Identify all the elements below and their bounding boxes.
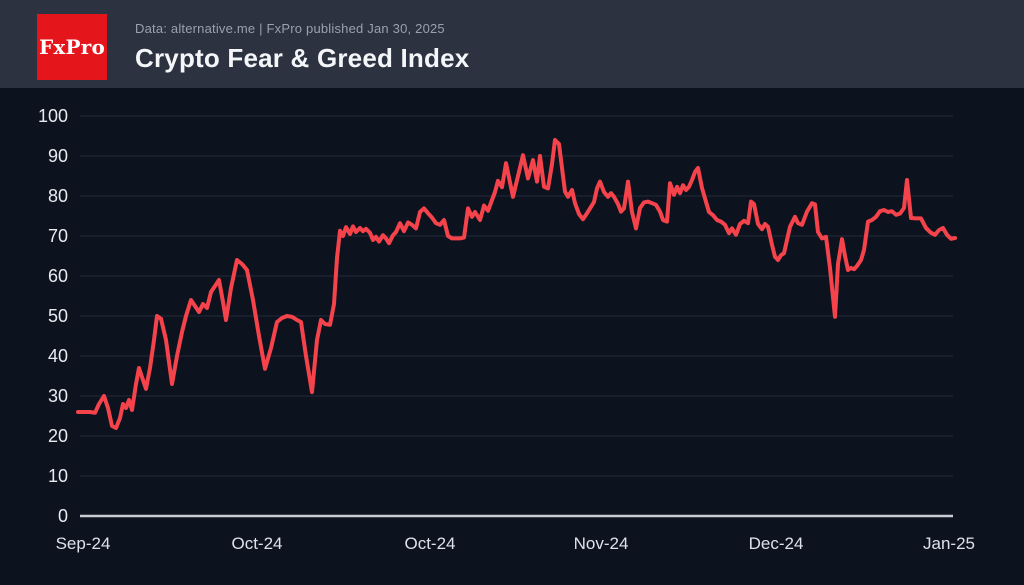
index-line-series	[76, 138, 957, 430]
y-axis-label-70: 70	[48, 226, 68, 246]
fxpro-logo: FxPro	[37, 14, 107, 80]
header-bar: FxPro Data: alternative.me | FxPro publi…	[0, 0, 1024, 88]
x-axis-label-3: Nov-24	[574, 534, 629, 553]
x-axis-label-0: Sep-24	[56, 534, 111, 553]
y-axis-label-80: 80	[48, 186, 68, 206]
x-axis-label-2: Oct-24	[404, 534, 455, 553]
y-axis-label-10: 10	[48, 466, 68, 486]
x-axis-label-4: Dec-24	[749, 534, 804, 553]
page-title: Crypto Fear & Greed Index	[135, 43, 470, 73]
y-axis-label-50: 50	[48, 306, 68, 326]
y-axis-label-100: 100	[38, 106, 68, 126]
y-axis-label-30: 30	[48, 386, 68, 406]
y-axis-label-90: 90	[48, 146, 68, 166]
x-axis-label-5: Jan-25	[923, 534, 975, 553]
fxpro-logo-text: FxPro	[38, 35, 106, 59]
y-axis-label-60: 60	[48, 266, 68, 286]
y-axis-label-20: 20	[48, 426, 68, 446]
data-source-note: Data: alternative.me | FxPro published J…	[135, 21, 445, 36]
header-text-block: Data: alternative.me | FxPro published J…	[135, 20, 469, 72]
y-axis-label-40: 40	[48, 346, 68, 366]
y-axis-label-0: 0	[58, 506, 68, 526]
x-axis-label-1: Oct-24	[231, 534, 282, 553]
